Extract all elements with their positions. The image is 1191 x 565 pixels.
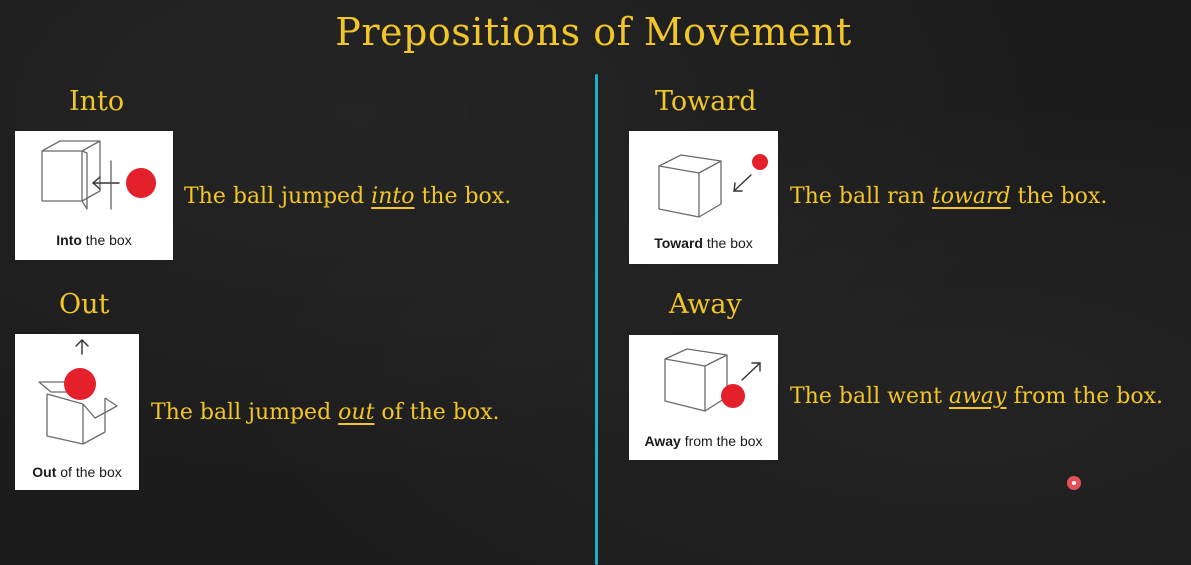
sentence-into: The ball jumped into the box. bbox=[184, 184, 512, 209]
caption-into: Into the box bbox=[15, 232, 173, 248]
sentence-away-after: from the box. bbox=[1006, 384, 1163, 409]
heading-away: Away bbox=[669, 289, 742, 320]
caption-toward-bold: Toward bbox=[654, 235, 703, 251]
caption-toward: Toward the box bbox=[629, 235, 778, 251]
card-out: Out of the box bbox=[15, 334, 139, 490]
card-into: Into the box bbox=[15, 131, 173, 260]
card-away: Away from the box bbox=[629, 335, 778, 460]
sentence-out-before: The ball jumped bbox=[151, 400, 339, 425]
out-box-illustration bbox=[38, 339, 118, 445]
sentence-into-before: The ball jumped bbox=[184, 184, 372, 209]
heading-out: Out bbox=[59, 289, 110, 320]
sentence-toward-before: The ball ran bbox=[790, 184, 932, 209]
away-box-illustration bbox=[664, 348, 761, 412]
caption-out: Out of the box bbox=[15, 464, 139, 480]
card-toward: Toward the box bbox=[629, 131, 778, 264]
caption-into-rest: the box bbox=[81, 232, 132, 248]
caption-into-bold: Into bbox=[56, 232, 82, 248]
sentence-out-prep: out bbox=[338, 400, 375, 425]
toward-box-illustration bbox=[658, 154, 768, 218]
into-box-illustration bbox=[41, 140, 156, 210]
caption-out-bold: Out bbox=[32, 464, 57, 480]
caption-out-rest: of the box bbox=[56, 464, 122, 480]
sentence-toward-after: the box. bbox=[1010, 184, 1108, 209]
sentence-into-prep: into bbox=[371, 184, 415, 209]
sentence-out: The ball jumped out of the box. bbox=[151, 400, 500, 425]
sentence-away-prep: away bbox=[948, 384, 1007, 409]
sentence-into-after: the box. bbox=[414, 184, 512, 209]
caption-away: Away from the box bbox=[629, 433, 778, 449]
sentence-away: The ball went away from the box. bbox=[790, 384, 1163, 409]
sentence-toward-prep: toward bbox=[931, 184, 1011, 209]
caption-away-bold: Away bbox=[644, 433, 681, 449]
sentence-out-after: of the box. bbox=[374, 400, 500, 425]
caption-away-rest: from the box bbox=[680, 433, 763, 449]
sentence-toward: The ball ran toward the box. bbox=[790, 184, 1108, 209]
heading-toward: Toward bbox=[655, 86, 757, 117]
heading-into: Into bbox=[69, 86, 125, 117]
center-divider bbox=[595, 74, 598, 565]
page-title: Prepositions of Movement bbox=[335, 10, 852, 54]
caption-toward-rest: the box bbox=[702, 235, 753, 251]
pointer-dot-icon bbox=[1067, 476, 1081, 490]
sentence-away-before: The ball went bbox=[790, 384, 949, 409]
